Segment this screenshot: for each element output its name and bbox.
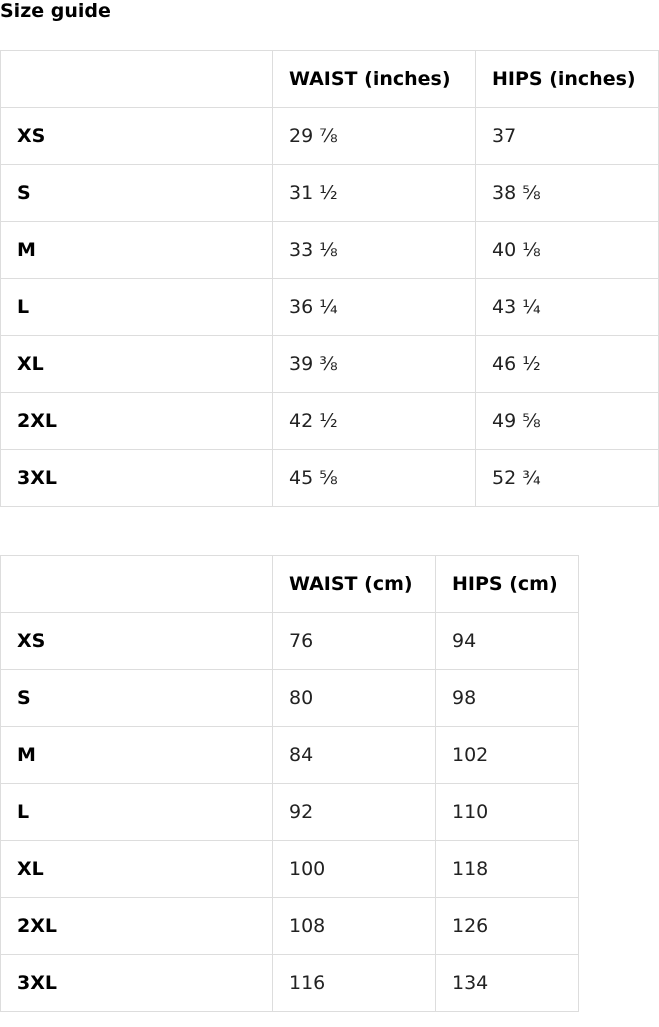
value-cell: 116	[272, 954, 436, 1012]
value-cell: 42 ½	[272, 392, 476, 450]
size-cell: 3XL	[0, 449, 273, 507]
value-cell: 76	[272, 612, 436, 670]
header-row: WAIST (inches) HIPS (inches)	[0, 50, 659, 108]
size-table-cm: WAIST (cm) HIPS (cm) XS 76 94 S 80 98 M 84 102 L 92 1…	[0, 555, 579, 1012]
table-row: 3XL 116 134	[0, 954, 579, 1012]
size-cell: S	[0, 669, 273, 727]
value-cell: 43 ¼	[475, 278, 659, 336]
value-cell: 84	[272, 726, 436, 784]
header-cell: HIPS (cm)	[435, 555, 579, 613]
value-cell: 29 ⅞	[272, 107, 476, 165]
size-cell: 2XL	[0, 897, 273, 955]
size-cell: XS	[0, 107, 273, 165]
header-row: WAIST (cm) HIPS (cm)	[0, 555, 579, 613]
value-cell: 49 ⅝	[475, 392, 659, 450]
header-cell	[0, 50, 273, 108]
value-cell: 102	[435, 726, 579, 784]
table-row: M 33 ⅛ 40 ⅛	[0, 221, 659, 279]
table-head: WAIST (inches) HIPS (inches)	[0, 50, 659, 108]
table-row: 3XL 45 ⅝ 52 ¾	[0, 449, 659, 507]
size-cell: 3XL	[0, 954, 273, 1012]
table-row: L 36 ¼ 43 ¼	[0, 278, 659, 336]
size-cell: M	[0, 221, 273, 279]
header-cell: WAIST (cm)	[272, 555, 436, 613]
size-cell: XS	[0, 612, 273, 670]
table-row: 2XL 108 126	[0, 897, 579, 955]
value-cell: 80	[272, 669, 436, 727]
value-cell: 110	[435, 783, 579, 841]
value-cell: 38 ⅝	[475, 164, 659, 222]
table-row: M 84 102	[0, 726, 579, 784]
value-cell: 94	[435, 612, 579, 670]
value-cell: 31 ½	[272, 164, 476, 222]
value-cell: 46 ½	[475, 335, 659, 393]
size-cell: L	[0, 783, 273, 841]
table-row: XS 29 ⅞ 37	[0, 107, 659, 165]
title: Size guide	[0, 0, 111, 22]
value-cell: 100	[272, 840, 436, 898]
value-cell: 36 ¼	[272, 278, 476, 336]
table-head: WAIST (cm) HIPS (cm)	[0, 555, 579, 613]
size-cell: S	[0, 164, 273, 222]
size-cell: XL	[0, 335, 273, 393]
size-cell: 2XL	[0, 392, 273, 450]
header-cell	[0, 555, 273, 613]
value-cell: 108	[272, 897, 436, 955]
header-cell: WAIST (inches)	[272, 50, 476, 108]
value-cell: 40 ⅛	[475, 221, 659, 279]
value-cell: 92	[272, 783, 436, 841]
value-cell: 134	[435, 954, 579, 1012]
table-row: S 31 ½ 38 ⅝	[0, 164, 659, 222]
table-row: 2XL 42 ½ 49 ⅝	[0, 392, 659, 450]
value-cell: 126	[435, 897, 579, 955]
size-cell: L	[0, 278, 273, 336]
table-row: XL 100 118	[0, 840, 579, 898]
value-cell: 33 ⅛	[272, 221, 476, 279]
table-body: XS 76 94 S 80 98 M 84 102 L 92 110 XL 100 118 2XL 108 126…	[0, 612, 579, 1012]
value-cell: 37	[475, 107, 659, 165]
value-cell: 98	[435, 669, 579, 727]
value-cell: 39 ⅜	[272, 335, 476, 393]
value-cell: 45 ⅝	[272, 449, 476, 507]
table-row: XS 76 94	[0, 612, 579, 670]
value-cell: 118	[435, 840, 579, 898]
size-cell: XL	[0, 840, 273, 898]
size-cell: M	[0, 726, 273, 784]
value-cell: 52 ¾	[475, 449, 659, 507]
table-row: L 92 110	[0, 783, 579, 841]
table-row: S 80 98	[0, 669, 579, 727]
size-table-inches: WAIST (inches) HIPS (inches) XS 29 ⅞ 37 S 31 ½…	[0, 50, 659, 507]
header-cell: HIPS (inches)	[475, 50, 659, 108]
table-body: XS 29 ⅞ 37 S 31 ½ 38 ⅝ M 33 ⅛ 40 ⅛ L 36 ¼ 43 ¼ XL 39 …	[0, 107, 659, 507]
table-row: XL 39 ⅜ 46 ½	[0, 335, 659, 393]
